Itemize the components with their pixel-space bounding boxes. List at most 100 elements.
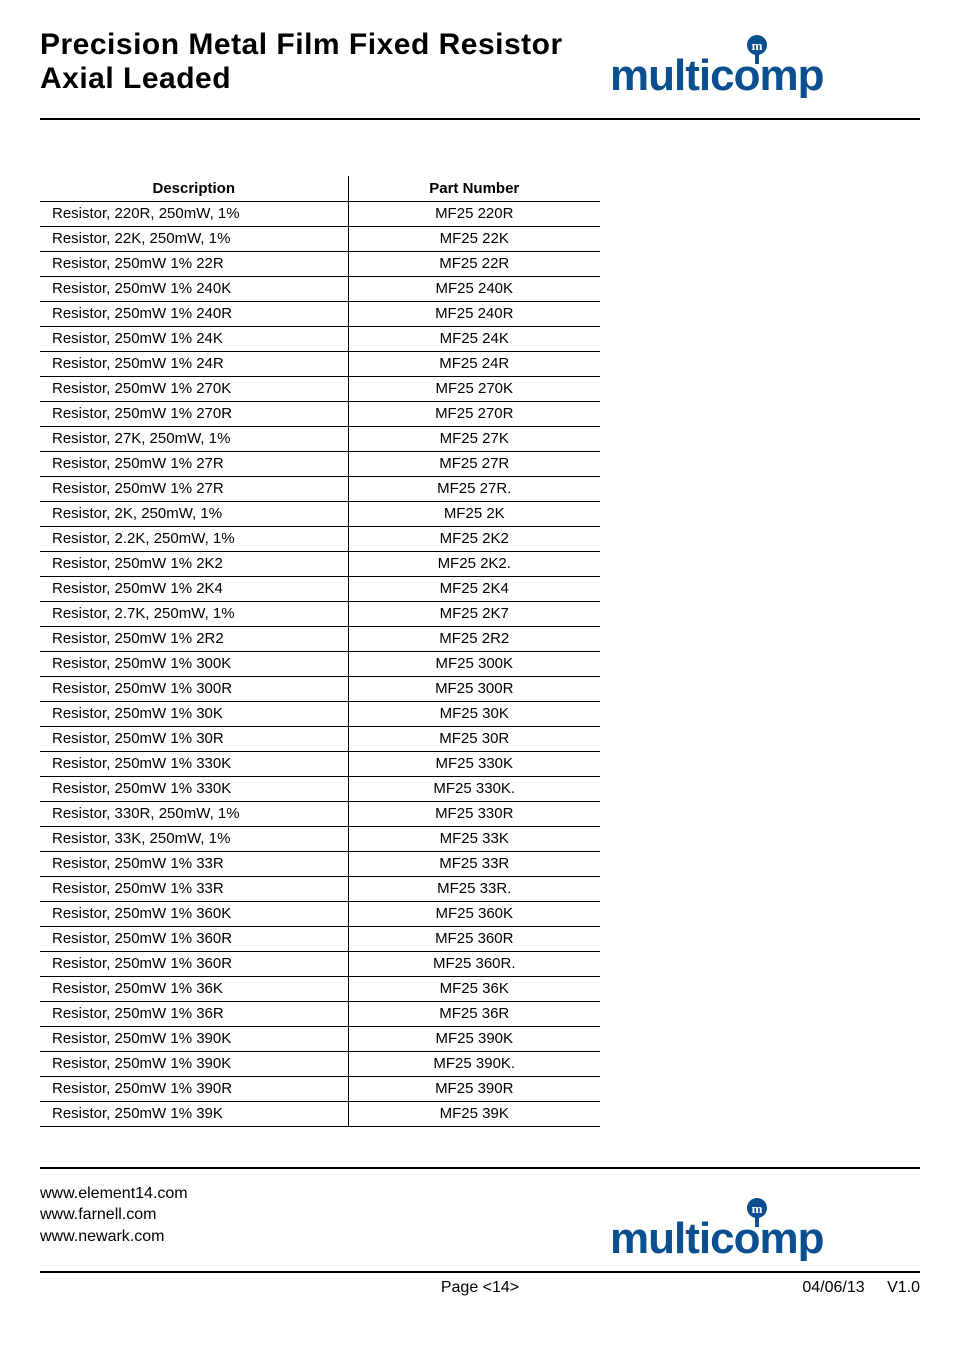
cell-description: Resistor, 250mW 1% 330K (40, 751, 348, 776)
cell-description: Resistor, 250mW 1% 330K (40, 776, 348, 801)
bottom-right: 04/06/13 V1.0 (784, 1279, 920, 1297)
table-row: Resistor, 250mW 1% 30KMF25 30K (40, 701, 600, 726)
table-row: Resistor, 250mW 1% 300KMF25 300K (40, 651, 600, 676)
table-row: Resistor, 250mW 1% 240KMF25 240K (40, 276, 600, 301)
cell-description: Resistor, 250mW 1% 36K (40, 976, 348, 1001)
cell-description: Resistor, 33K, 250mW, 1% (40, 826, 348, 851)
multicomp-logo-icon: m multicomp (610, 1197, 920, 1261)
table-row: Resistor, 250mW 1% 2K4MF25 2K4 (40, 576, 600, 601)
table-row: Resistor, 22K, 250mW, 1%MF25 22K (40, 226, 600, 251)
cell-description: Resistor, 250mW 1% 240R (40, 301, 348, 326)
table-row: Resistor, 2.7K, 250mW, 1%MF25 2K7 (40, 601, 600, 626)
cell-partnumber: MF25 330K (348, 751, 600, 776)
cell-description: Resistor, 2.2K, 250mW, 1% (40, 526, 348, 551)
cell-description: Resistor, 250mW 1% 33R (40, 851, 348, 876)
cell-partnumber: MF25 2K (348, 501, 600, 526)
table-row: Resistor, 250mW 1% 27RMF25 27R (40, 451, 600, 476)
cell-partnumber: MF25 24R (348, 351, 600, 376)
cell-partnumber: MF25 36K (348, 976, 600, 1001)
cell-partnumber: MF25 39K (348, 1101, 600, 1126)
cell-partnumber: MF25 220R (348, 201, 600, 226)
cell-partnumber: MF25 390K. (348, 1051, 600, 1076)
page-number: Page <14> (441, 1279, 519, 1297)
cell-description: Resistor, 250mW 1% 30R (40, 726, 348, 751)
cell-partnumber: MF25 270K (348, 376, 600, 401)
table-row: Resistor, 250mW 1% 33RMF25 33R. (40, 876, 600, 901)
table-row: Resistor, 250mW 1% 390KMF25 390K. (40, 1051, 600, 1076)
cell-description: Resistor, 250mW 1% 39K (40, 1101, 348, 1126)
table-row: Resistor, 2K, 250mW, 1%MF25 2K (40, 501, 600, 526)
page: Precision Metal Film Fixed Resistor Axia… (0, 0, 960, 1363)
cell-partnumber: MF25 360K (348, 901, 600, 926)
cell-partnumber: MF25 24K (348, 326, 600, 351)
table-row: Resistor, 250mW 1% 36KMF25 36K (40, 976, 600, 1001)
footer-date: 04/06/13 (802, 1279, 864, 1296)
cell-partnumber: MF25 270R (348, 401, 600, 426)
table-row: Resistor, 250mW 1% 27RMF25 27R. (40, 476, 600, 501)
table-row: Resistor, 250mW 1% 360RMF25 360R (40, 926, 600, 951)
cell-description: Resistor, 2K, 250mW, 1% (40, 501, 348, 526)
cell-description: Resistor, 250mW 1% 240K (40, 276, 348, 301)
table-row: Resistor, 250mW 1% 24RMF25 24R (40, 351, 600, 376)
cell-description: Resistor, 250mW 1% 360K (40, 901, 348, 926)
cell-description: Resistor, 220R, 250mW, 1% (40, 201, 348, 226)
svg-text:multicomp: multicomp (610, 51, 824, 98)
cell-description: Resistor, 250mW 1% 390K (40, 1026, 348, 1051)
table-header-row: Description Part Number (40, 176, 600, 201)
table-row: Resistor, 250mW 1% 30RMF25 30R (40, 726, 600, 751)
cell-partnumber: MF25 360R. (348, 951, 600, 976)
cell-description: Resistor, 250mW 1% 270R (40, 401, 348, 426)
cell-description: Resistor, 250mW 1% 390R (40, 1076, 348, 1101)
svg-text:multicomp: multicomp (610, 1214, 824, 1261)
cell-partnumber: MF25 2K7 (348, 601, 600, 626)
multicomp-logo-icon: m multicomp (610, 34, 920, 98)
table-row: Resistor, 27K, 250mW, 1%MF25 27K (40, 426, 600, 451)
cell-partnumber: MF25 33R. (348, 876, 600, 901)
cell-partnumber: MF25 22R (348, 251, 600, 276)
cell-description: Resistor, 250mW 1% 390K (40, 1051, 348, 1076)
bottom-bar: Page <14> 04/06/13 V1.0 (40, 1271, 920, 1297)
brand-logo-top: m multicomp (610, 34, 920, 103)
cell-partnumber: MF25 33R (348, 851, 600, 876)
cell-partnumber: MF25 390K (348, 1026, 600, 1051)
cell-partnumber: MF25 390R (348, 1076, 600, 1101)
cell-description: Resistor, 22K, 250mW, 1% (40, 226, 348, 251)
content: Description Part Number Resistor, 220R, … (40, 120, 920, 1127)
table-row: Resistor, 250mW 1% 390RMF25 390R (40, 1076, 600, 1101)
table-row: Resistor, 250mW 1% 330KMF25 330K. (40, 776, 600, 801)
table-row: Resistor, 2.2K, 250mW, 1%MF25 2K2 (40, 526, 600, 551)
cell-description: Resistor, 250mW 1% 270K (40, 376, 348, 401)
brand-logo-bottom: m multicomp (610, 1197, 920, 1266)
cell-partnumber: MF25 33K (348, 826, 600, 851)
footer: www.element14.com www.farnell.com www.ne… (40, 1167, 920, 1298)
header: Precision Metal Film Fixed Resistor Axia… (40, 28, 920, 120)
cell-description: Resistor, 250mW 1% 2K2 (40, 551, 348, 576)
cell-description: Resistor, 27K, 250mW, 1% (40, 426, 348, 451)
table-row: Resistor, 250mW 1% 390KMF25 390K (40, 1026, 600, 1051)
cell-description: Resistor, 250mW 1% 2K4 (40, 576, 348, 601)
table-row: Resistor, 250mW 1% 2R2MF25 2R2 (40, 626, 600, 651)
table-row: Resistor, 250mW 1% 36RMF25 36R (40, 1001, 600, 1026)
table-row: Resistor, 220R, 250mW, 1%MF25 220R (40, 201, 600, 226)
cell-description: Resistor, 250mW 1% 22R (40, 251, 348, 276)
cell-description: Resistor, 250mW 1% 360R (40, 926, 348, 951)
cell-description: Resistor, 250mW 1% 24R (40, 351, 348, 376)
cell-description: Resistor, 250mW 1% 27R (40, 476, 348, 501)
cell-partnumber: MF25 27K (348, 426, 600, 451)
cell-partnumber: MF25 330R (348, 801, 600, 826)
cell-description: Resistor, 2.7K, 250mW, 1% (40, 601, 348, 626)
cell-description: Resistor, 250mW 1% 27R (40, 451, 348, 476)
cell-partnumber: MF25 2K2 (348, 526, 600, 551)
bottom-left-spacer (40, 1279, 44, 1297)
cell-partnumber: MF25 360R (348, 926, 600, 951)
table-row: Resistor, 250mW 1% 330KMF25 330K (40, 751, 600, 776)
cell-description: Resistor, 250mW 1% 24K (40, 326, 348, 351)
cell-partnumber: MF25 27R. (348, 476, 600, 501)
cell-partnumber: MF25 27R (348, 451, 600, 476)
cell-description: Resistor, 250mW 1% 300K (40, 651, 348, 676)
table-row: Resistor, 250mW 1% 270RMF25 270R (40, 401, 600, 426)
cell-partnumber: MF25 22K (348, 226, 600, 251)
cell-description: Resistor, 330R, 250mW, 1% (40, 801, 348, 826)
col-header-partnumber: Part Number (348, 176, 600, 201)
cell-partnumber: MF25 300R (348, 676, 600, 701)
